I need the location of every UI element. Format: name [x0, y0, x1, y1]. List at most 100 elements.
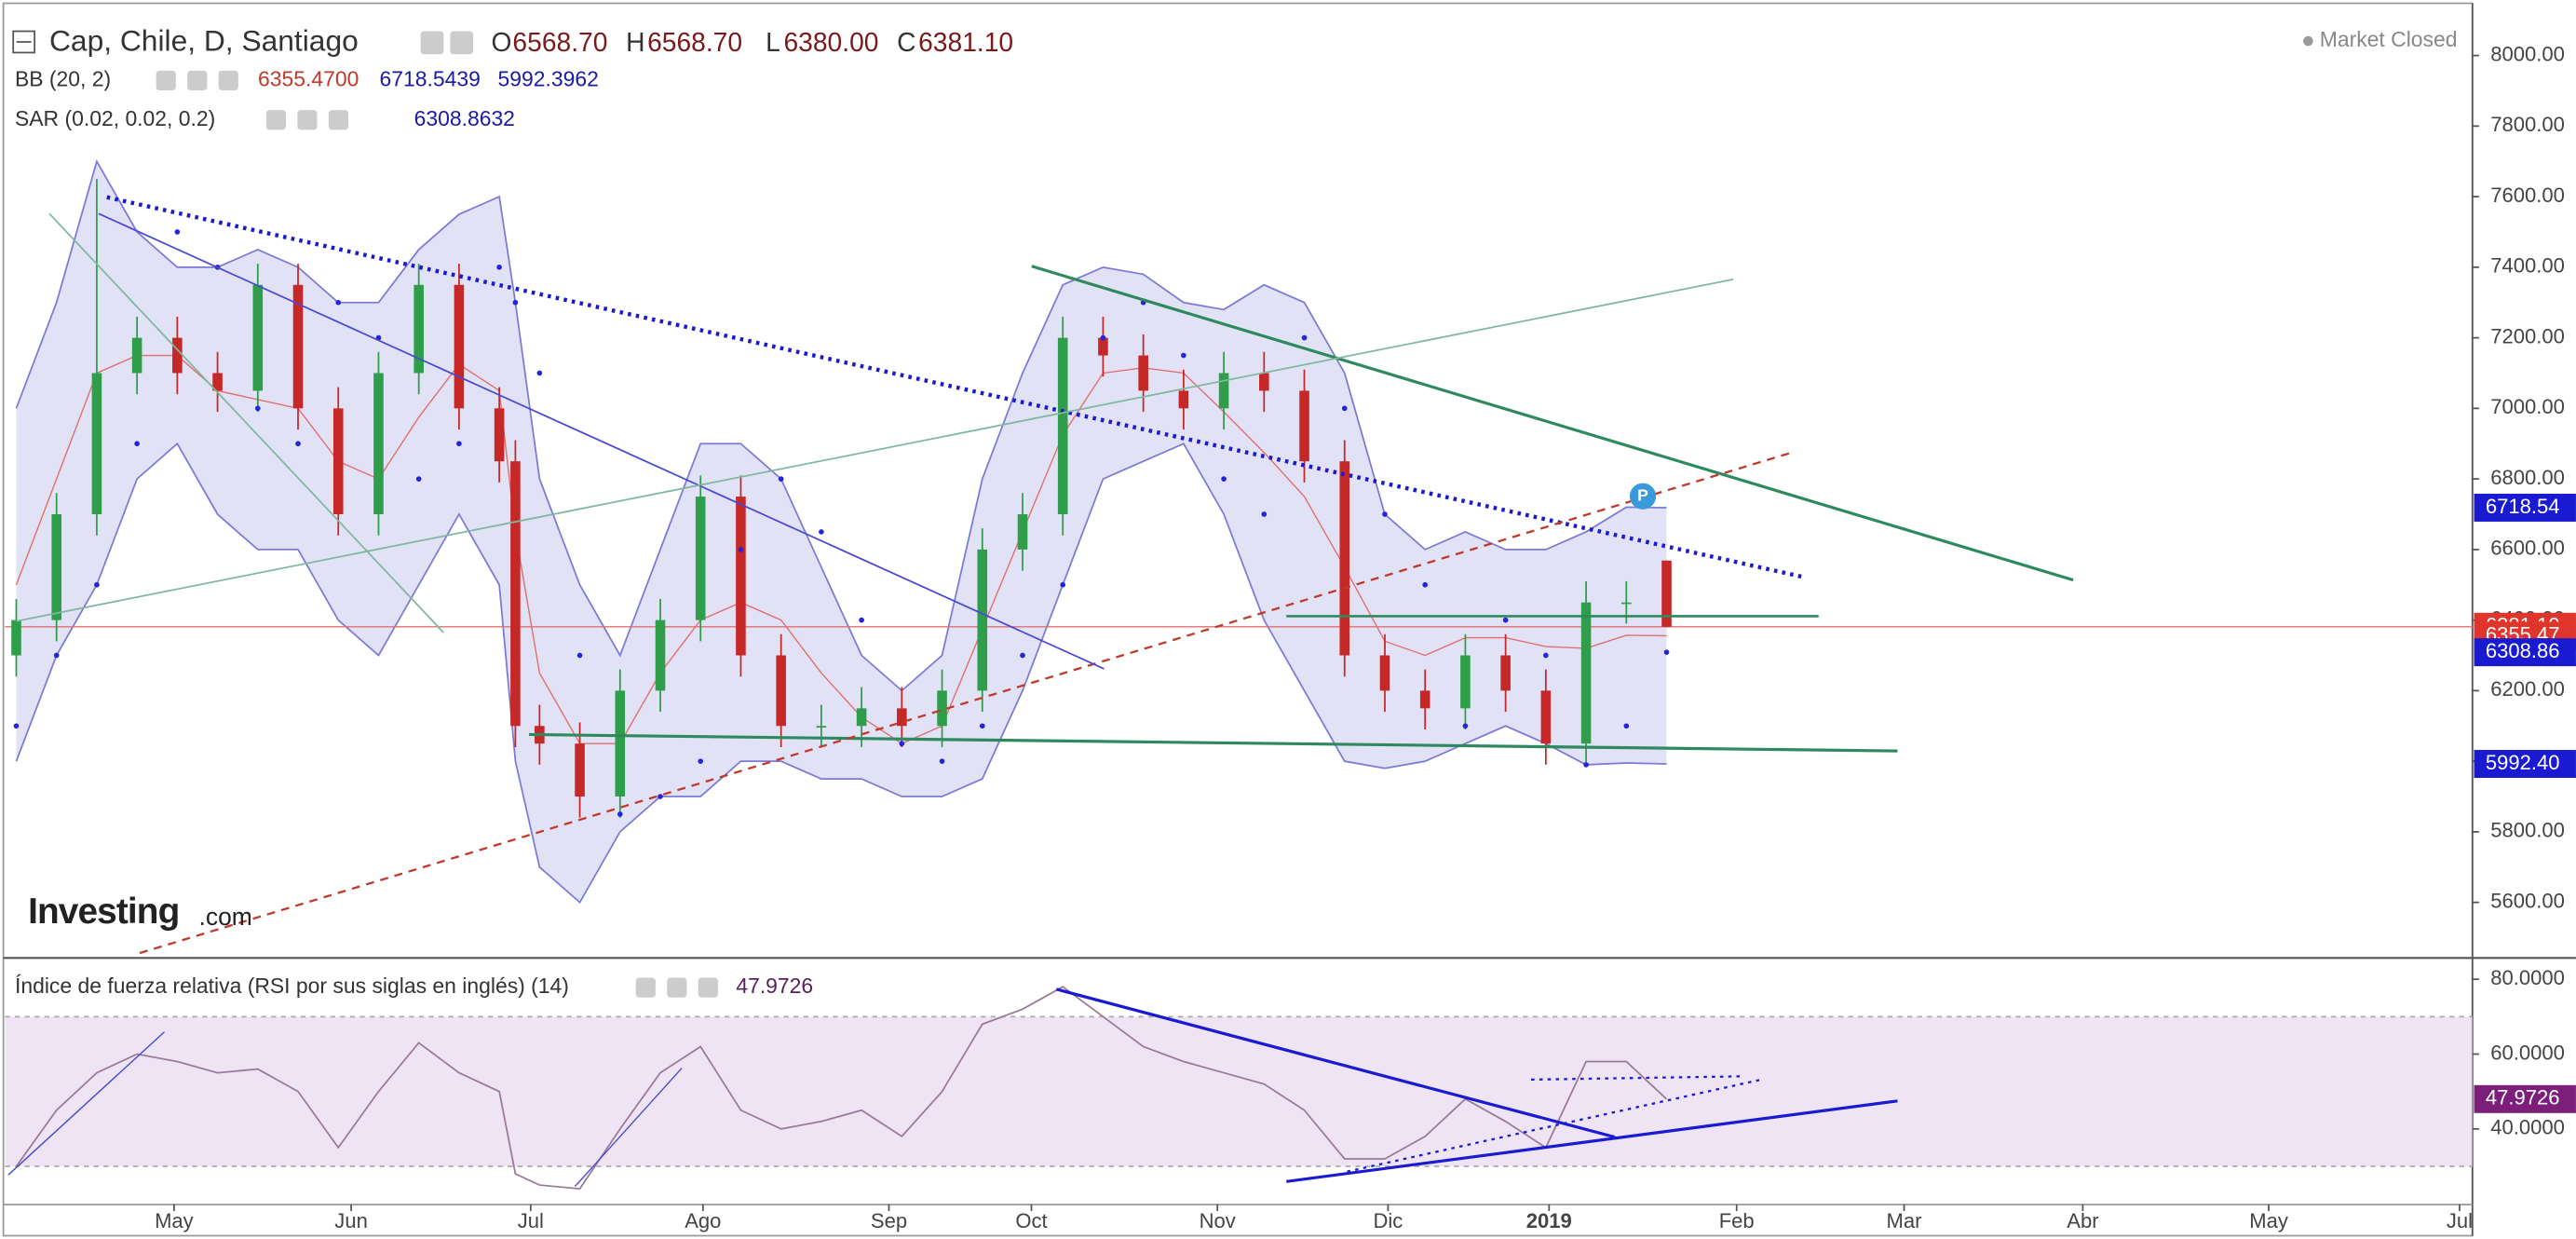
- indicator-name: SAR (0.02, 0.02, 0.2): [15, 106, 215, 130]
- candle-body: [51, 513, 61, 620]
- y-tick-label: 7200.00: [2490, 324, 2565, 347]
- candle-body: [131, 337, 142, 374]
- price-badge-label: 6718.54: [2486, 495, 2560, 518]
- trend-line: [1286, 1099, 1898, 1183]
- sar-dot: [335, 299, 342, 306]
- candle-body: [937, 690, 947, 727]
- candle-body: [292, 284, 304, 409]
- candle-body: [1218, 373, 1229, 409]
- y-tick-label: 5800.00: [2490, 819, 2565, 842]
- collapse-icon[interactable]: [12, 30, 36, 54]
- candle-body: [212, 373, 223, 391]
- band-line: [15, 442, 1667, 905]
- price-badge: [2474, 1084, 2576, 1113]
- price-badge-label: 47.9726: [2486, 1086, 2560, 1110]
- x-tick-label: 2019: [1526, 1209, 1572, 1232]
- marker-letter: P: [1637, 485, 1648, 504]
- price-badge: [2474, 493, 2576, 522]
- candle-body: [1138, 355, 1148, 391]
- candle-body: [172, 337, 183, 374]
- sar-dot: [1261, 511, 1268, 517]
- trend-line: [1055, 987, 1616, 1139]
- x-tick-label: Nov: [1200, 1209, 1236, 1232]
- toolbar-icons[interactable]: [635, 977, 718, 998]
- x-tick-label: Jul: [2447, 1209, 2473, 1232]
- candle-body: [897, 708, 907, 727]
- sar-dot: [1623, 723, 1630, 729]
- candle-body: [414, 284, 424, 374]
- x-tick-label: May: [2249, 1209, 2288, 1232]
- sar-dot: [1100, 334, 1106, 341]
- y-tick-label: 40.0000: [2490, 1116, 2565, 1139]
- trend-line: [98, 212, 1105, 670]
- marker-icon[interactable]: [1629, 483, 1657, 510]
- x-tick-label: Sep: [871, 1209, 907, 1232]
- sar-dot: [617, 811, 623, 817]
- candle-body: [977, 549, 988, 691]
- ohlc-value: 6568.70: [512, 27, 607, 57]
- toolbar-icons[interactable]: [265, 110, 349, 130]
- candle-body: [11, 620, 21, 656]
- sar-dot: [859, 617, 864, 623]
- candle-body: [454, 284, 465, 409]
- rsi-line: [15, 986, 1668, 1191]
- trend-line: [16, 279, 1734, 622]
- price-badge-label: 6308.86: [2486, 639, 2560, 662]
- candle-body: [1419, 690, 1430, 709]
- candle-body: [1661, 560, 1672, 627]
- candle-body: [1057, 337, 1068, 514]
- toolbar-icons[interactable]: [420, 31, 474, 55]
- rsi-value: 47.9726: [736, 974, 813, 998]
- sar-dot: [1663, 649, 1670, 655]
- candle-body: [1621, 602, 1632, 605]
- toolbar-icons[interactable]: [156, 70, 238, 91]
- candle-body: [1339, 461, 1350, 656]
- trend-line: [106, 195, 1803, 579]
- candle-body: [1580, 602, 1592, 744]
- trend-line: [529, 732, 1898, 753]
- price-badge: [2474, 750, 2576, 779]
- rsi-title: Índice de fuerza relativa (RSI por sus s…: [15, 974, 569, 998]
- y-tick-label: 6600.00: [2490, 537, 2565, 560]
- x-tick-label: Jun: [334, 1209, 368, 1232]
- sar-dot: [1422, 581, 1429, 588]
- sar-dot: [979, 723, 985, 729]
- trend-line: [1347, 1078, 1762, 1173]
- sar-dot: [1181, 352, 1186, 359]
- x-tick-label: Dic: [1374, 1209, 1403, 1232]
- sar-dot: [254, 405, 261, 412]
- indicator-value: 6308.8632: [414, 106, 515, 130]
- candle-body: [1379, 655, 1390, 691]
- sar-dot: [512, 299, 519, 306]
- sar-dot: [576, 652, 583, 659]
- candle-body: [776, 655, 786, 727]
- sar-dot: [819, 529, 824, 535]
- sar-dot: [94, 581, 100, 588]
- sar-dot: [1301, 334, 1308, 341]
- candle-body: [1460, 655, 1471, 709]
- candle-body: [1098, 337, 1108, 356]
- candle-body: [91, 373, 102, 514]
- y-tick-label: 7800.00: [2490, 113, 2565, 136]
- sar-dot: [496, 265, 502, 270]
- x-tick-label: Oct: [1015, 1209, 1047, 1232]
- ohlc-value: 6380.00: [783, 27, 878, 57]
- sar-dot: [53, 652, 60, 659]
- trend-line: [574, 1068, 683, 1188]
- logo: Investing: [28, 892, 179, 932]
- sar-dot: [698, 758, 704, 764]
- drawings: P: [7, 195, 2074, 1188]
- rsi-band: [5, 1016, 2473, 1166]
- sar-dot: [1462, 723, 1469, 729]
- sar-dot: [536, 370, 543, 376]
- ohlc-label: O: [491, 27, 511, 57]
- logo-suffix: .com: [199, 903, 252, 931]
- candle-body: [373, 373, 384, 514]
- x-tick-label: Jul: [518, 1209, 544, 1232]
- sar-dot: [738, 547, 744, 552]
- sar-dot: [1543, 652, 1549, 659]
- sar-dot: [134, 441, 140, 447]
- sar-dot: [1382, 511, 1388, 517]
- sar-dot: [415, 476, 422, 482]
- sar-dot: [1341, 405, 1348, 412]
